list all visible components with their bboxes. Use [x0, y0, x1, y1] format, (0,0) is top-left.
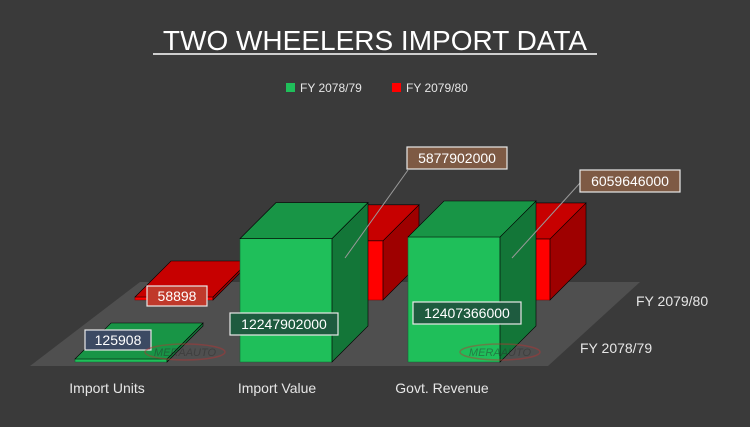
bar-import-value-fy7879-front — [239, 238, 333, 363]
category-label-import-value: Import Value — [238, 380, 317, 396]
category-label-govt-revenue: Govt. Revenue — [395, 380, 489, 396]
legend-label-fy7879: FY 2078/79 — [300, 81, 362, 95]
depth-labels: FY 2078/79 FY 2079/80 — [580, 293, 708, 356]
data-label-import-value-fy7980: 5877902000 — [418, 150, 496, 166]
legend-label-fy7980: FY 2079/80 — [406, 81, 468, 95]
watermark-logo-right: MERAAUTO — [459, 343, 541, 361]
legend-swatch-fy7980 — [392, 83, 401, 92]
data-label-import-units-fy7879: 125908 — [95, 332, 142, 348]
category-labels: Import Units Import Value Govt. Revenue — [69, 380, 489, 396]
category-label-import-units: Import Units — [69, 380, 144, 396]
bar-import-value-fy7879 — [239, 201, 369, 363]
watermark-logo-left: MERAAUTO — [144, 343, 226, 361]
svg-text:MERAAUTO: MERAAUTO — [154, 347, 217, 359]
data-label-govt-revenue-fy7980: 6059646000 — [591, 173, 669, 189]
data-labels: 125908 58898 12247902000 5877902000 1240… — [84, 146, 681, 351]
bar-import-value-fy7879-top — [239, 202, 369, 239]
bar-govt-revenue-fy7879-front — [407, 236, 501, 363]
leader-line-govt-revenue-fy7980 — [511, 182, 581, 259]
bar-govt-revenue-fy7879 — [407, 200, 537, 363]
depth-label-fy7979: FY 2078/79 — [580, 340, 652, 356]
data-label-import-value-fy7879: 12247902000 — [241, 316, 327, 332]
bar-import-units-fy7879-front — [74, 358, 168, 363]
data-label-govt-revenue-fy7879: 12407366000 — [424, 305, 510, 321]
leader-line-import-value-fy7980 — [344, 169, 409, 259]
legend-swatch-fy7879 — [286, 83, 295, 92]
chart-title: TWO WHEELERS IMPORT DATA — [163, 25, 588, 56]
legend: FY 2078/79 FY 2079/80 — [286, 81, 468, 95]
svg-text:MERAAUTO: MERAAUTO — [469, 347, 532, 359]
depth-label-fy7980: FY 2079/80 — [636, 293, 708, 309]
bar-govt-revenue-fy7879-top — [407, 200, 537, 238]
data-label-import-units-fy7980: 58898 — [158, 288, 197, 304]
